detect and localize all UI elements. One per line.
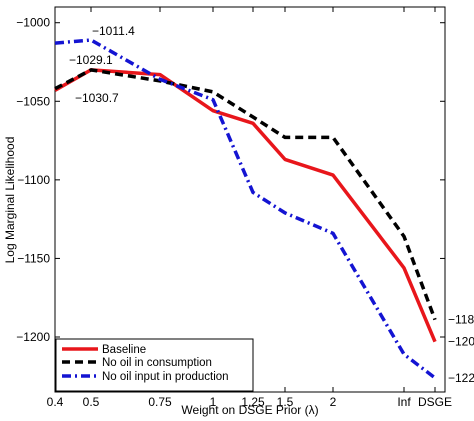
y-axis-label: Log Marginal Likelihood [3,137,17,264]
x-tick-label: Inf [397,395,411,409]
y-axis-ticks: −1000 −1050 −1100 −1150 −1200 [16,16,445,344]
legend-label-no-oil-consumption: No oil in consumption [102,357,212,369]
plot-frame [54,6,446,393]
legend: Baseline No oil in consumption No oil in… [55,338,254,392]
legend-label-no-oil-production: No oil input in production [102,371,229,383]
x-tick-label: 0.5 [83,395,100,409]
y-tick-label: −1150 [17,251,50,265]
y-tick-label: −1050 [16,94,50,108]
y-tick-label: −1100 [17,173,50,187]
data-annotation-label: −1011.4 [92,24,135,38]
data-annotation-label: −1029.1 [69,53,113,67]
series-lines [54,38,437,380]
y-tick-label: −1200 [16,330,50,344]
legend-label-baseline: Baseline [102,344,146,356]
series-line-baseline [54,68,437,343]
x-tick-label: 1.25 [241,395,265,409]
x-tick-label: DSGE [418,395,452,409]
x-tick-label: 0.4 [47,395,64,409]
data-annotation-label: −1226 [448,371,474,385]
x-axis-label: Weight on DSGE Prior (λ) [181,403,318,417]
x-tick-label: 2 [330,395,337,409]
x-tick-label: 1.5 [277,395,294,409]
y-tick-label: −1000 [16,16,50,30]
data-annotation-label: −1203 [448,335,474,349]
x-tick-label: 0.75 [148,395,172,409]
x-tick-label: 1 [210,395,217,409]
annotations: −1011.4 −1029.1 −1030.7 −1189 −1203 −1226 [69,24,474,385]
series-line-no-oil-consumption [54,68,437,321]
data-annotation-label: −1189 [448,313,474,327]
series-line-no-oil-production [54,38,437,380]
data-annotation-label: −1030.7 [75,91,119,105]
